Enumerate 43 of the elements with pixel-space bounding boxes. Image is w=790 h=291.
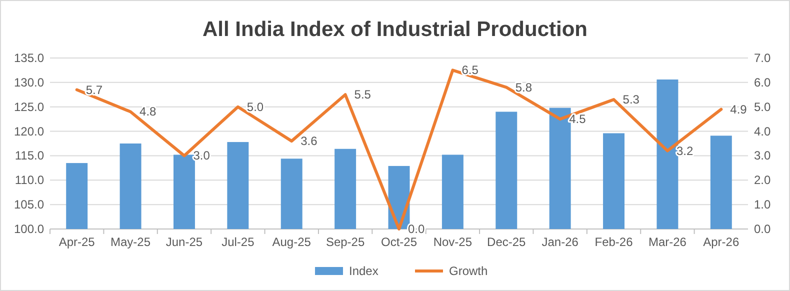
y-tick-label: 100.0 [14,222,44,236]
x-tick-label: Nov-25 [433,235,472,249]
y-tick-label: 120.0 [14,124,44,138]
data-label: 5.5 [354,88,372,102]
x-tick-label: Jan-26 [542,235,579,249]
x-tick-label: Jul-25 [222,235,255,249]
y-tick-label: 105.0 [14,198,44,212]
x-tick-label: Dec-25 [487,235,526,249]
x-tick-label: Oct-25 [380,235,418,249]
y2-tick-label: 2.0 [754,173,772,188]
data-label: 3.0 [193,148,210,163]
y2-tick-label: 5.0 [754,100,772,114]
y-tick-label: 135.0 [14,51,44,65]
x-tick-label: May-25 [110,235,151,249]
data-label: 0.0 [408,222,426,236]
y2-tick-label: 6.0 [754,75,772,90]
y-tick-label: 125.0 [14,100,44,114]
legend-label: Index [349,264,378,278]
x-tick-label: Apr-26 [703,235,740,249]
data-label: 6.5 [462,63,479,78]
chart-title: All India Index of Industrial Production [202,18,588,41]
y2-tick-label: 1.0 [754,198,772,212]
data-label: 4.8 [140,104,157,119]
y-tick-label: 115.0 [14,148,44,163]
x-tick-label: Aug-25 [272,235,312,249]
x-tick-label: Feb-26 [594,235,634,249]
x-tick-label: Mar-26 [648,235,687,249]
y-tick-label: 130.0 [14,75,44,90]
x-tick-label: Sep-25 [326,235,365,249]
y2-tick-label: 7.0 [754,51,772,65]
data-label: 5.3 [622,92,640,107]
y-tick-label: 110.0 [14,173,44,188]
data-label: 5.8 [515,80,532,94]
x-tick-label: Apr-25 [58,235,96,249]
data-label: 5.7 [86,82,103,97]
x-tick-label: Jun-25 [166,235,203,249]
legend-label: Growth [449,264,488,278]
y2-tick-label: 3.0 [754,148,772,163]
data-label: 4.9 [730,102,748,116]
data-label: 3.6 [300,134,318,148]
data-label: 5.0 [246,100,264,114]
y2-tick-label: 4.0 [754,124,772,138]
y2-tick-label: 0.0 [754,222,772,236]
